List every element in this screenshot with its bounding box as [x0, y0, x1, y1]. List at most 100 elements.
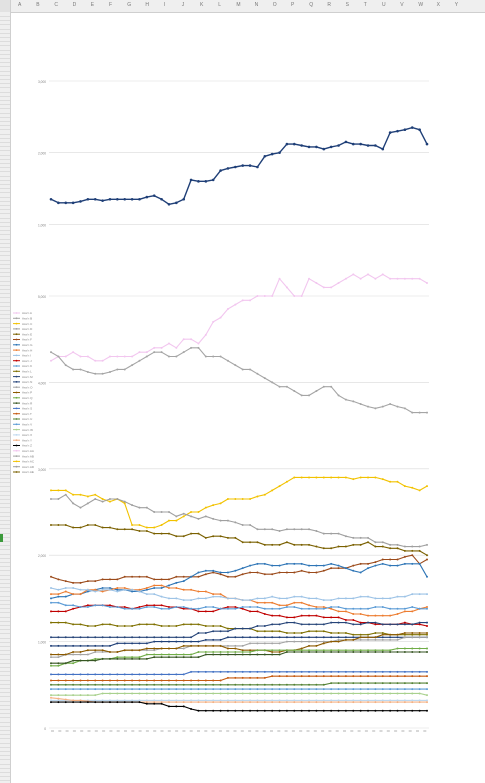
data-point — [285, 709, 288, 712]
data-point — [359, 692, 362, 695]
column-label-B[interactable]: B — [36, 2, 40, 8]
data-point — [366, 144, 370, 147]
data-point — [160, 595, 163, 598]
data-point — [330, 675, 333, 678]
column-label-F[interactable]: F — [109, 2, 113, 8]
data-point — [64, 698, 67, 701]
data-point — [256, 541, 259, 544]
data-point — [337, 567, 340, 570]
data-point — [271, 670, 274, 673]
data-point — [271, 699, 274, 702]
column-label-P[interactable]: P — [291, 2, 295, 8]
data-point — [182, 636, 185, 639]
row-divider — [0, 242, 10, 244]
data-point — [344, 649, 347, 652]
data-point — [293, 709, 296, 712]
data-point — [204, 701, 207, 704]
column-label-U[interactable]: U — [382, 2, 386, 8]
data-point — [160, 640, 163, 643]
data-point — [418, 701, 421, 704]
data-point — [374, 144, 377, 147]
column-label-X[interactable]: X — [436, 2, 440, 8]
column-label-S[interactable]: S — [345, 2, 349, 8]
column-label-Y[interactable]: Y — [454, 2, 459, 8]
data-point — [403, 709, 406, 712]
data-point — [167, 202, 171, 206]
column-label-A[interactable]: A — [18, 2, 22, 8]
data-point — [396, 623, 399, 626]
data-point — [322, 636, 325, 639]
column-label-T[interactable]: T — [363, 2, 367, 8]
data-point — [330, 616, 333, 619]
column-label-R[interactable]: R — [327, 2, 332, 8]
data-point — [396, 607, 399, 610]
column-label-C[interactable]: C — [54, 2, 59, 8]
data-point — [263, 597, 266, 600]
data-point — [315, 530, 318, 533]
data-point — [197, 650, 200, 653]
data-point — [300, 640, 303, 643]
worksheet-area[interactable]: 3,000 2,000 1,000 5,000 4,000 3,000 2,000 1,000… — [11, 13, 485, 783]
data-point — [389, 597, 392, 600]
data-point — [131, 588, 134, 591]
data-point — [123, 500, 126, 503]
data-point — [190, 338, 193, 341]
data-point — [367, 595, 370, 598]
data-point — [160, 197, 163, 201]
data-point — [160, 578, 163, 581]
column-label-I[interactable]: I — [163, 2, 165, 8]
column-label-E[interactable]: E — [90, 2, 95, 8]
data-point — [204, 692, 207, 695]
data-point — [315, 614, 318, 617]
data-point — [79, 653, 82, 656]
legend-label: Ass'n J — [22, 359, 32, 363]
data-point — [396, 636, 399, 639]
column-label-W[interactable]: W — [418, 2, 424, 8]
legend-label: Ass'n S — [22, 407, 32, 411]
data-point — [271, 675, 274, 678]
column-label-O[interactable]: O — [272, 2, 277, 8]
row-divider — [0, 335, 10, 337]
row-divider — [0, 612, 10, 614]
column-label-H[interactable]: H — [145, 2, 150, 8]
data-point — [329, 145, 333, 149]
data-point — [116, 701, 119, 704]
data-point — [278, 692, 281, 695]
series-line — [51, 622, 427, 638]
data-point — [426, 699, 428, 702]
data-point — [426, 682, 428, 685]
data-point — [167, 342, 170, 345]
data-point — [315, 692, 318, 695]
data-point — [256, 683, 259, 686]
data-point — [359, 699, 362, 702]
data-point — [212, 679, 215, 682]
column-label-N[interactable]: N — [254, 2, 259, 8]
column-label-Q[interactable]: Q — [309, 2, 314, 8]
column-label-M[interactable]: M — [236, 2, 241, 8]
column-label-G[interactable]: G — [127, 2, 132, 8]
y-tick-label: 3,000 — [38, 80, 46, 84]
data-point — [72, 653, 75, 656]
column-label-V[interactable]: V — [400, 2, 404, 8]
data-point — [57, 701, 60, 704]
data-point — [167, 587, 170, 590]
data-point — [123, 588, 126, 591]
data-point — [293, 640, 296, 643]
row-divider — [0, 79, 10, 80]
column-label-L[interactable]: L — [218, 2, 221, 8]
column-label-J[interactable]: J — [181, 2, 185, 8]
data-point — [182, 575, 185, 578]
data-point — [197, 692, 200, 695]
data-point — [234, 607, 237, 610]
data-point — [249, 606, 252, 609]
data-point — [234, 670, 237, 673]
data-point — [219, 688, 222, 691]
column-label-K[interactable]: K — [200, 2, 204, 8]
row-divider — [0, 247, 10, 248]
column-label-D[interactable]: D — [72, 2, 77, 8]
row-divider — [0, 377, 10, 379]
data-point — [256, 562, 259, 565]
data-point — [167, 597, 170, 600]
data-point — [64, 595, 67, 598]
row-divider — [0, 721, 10, 723]
